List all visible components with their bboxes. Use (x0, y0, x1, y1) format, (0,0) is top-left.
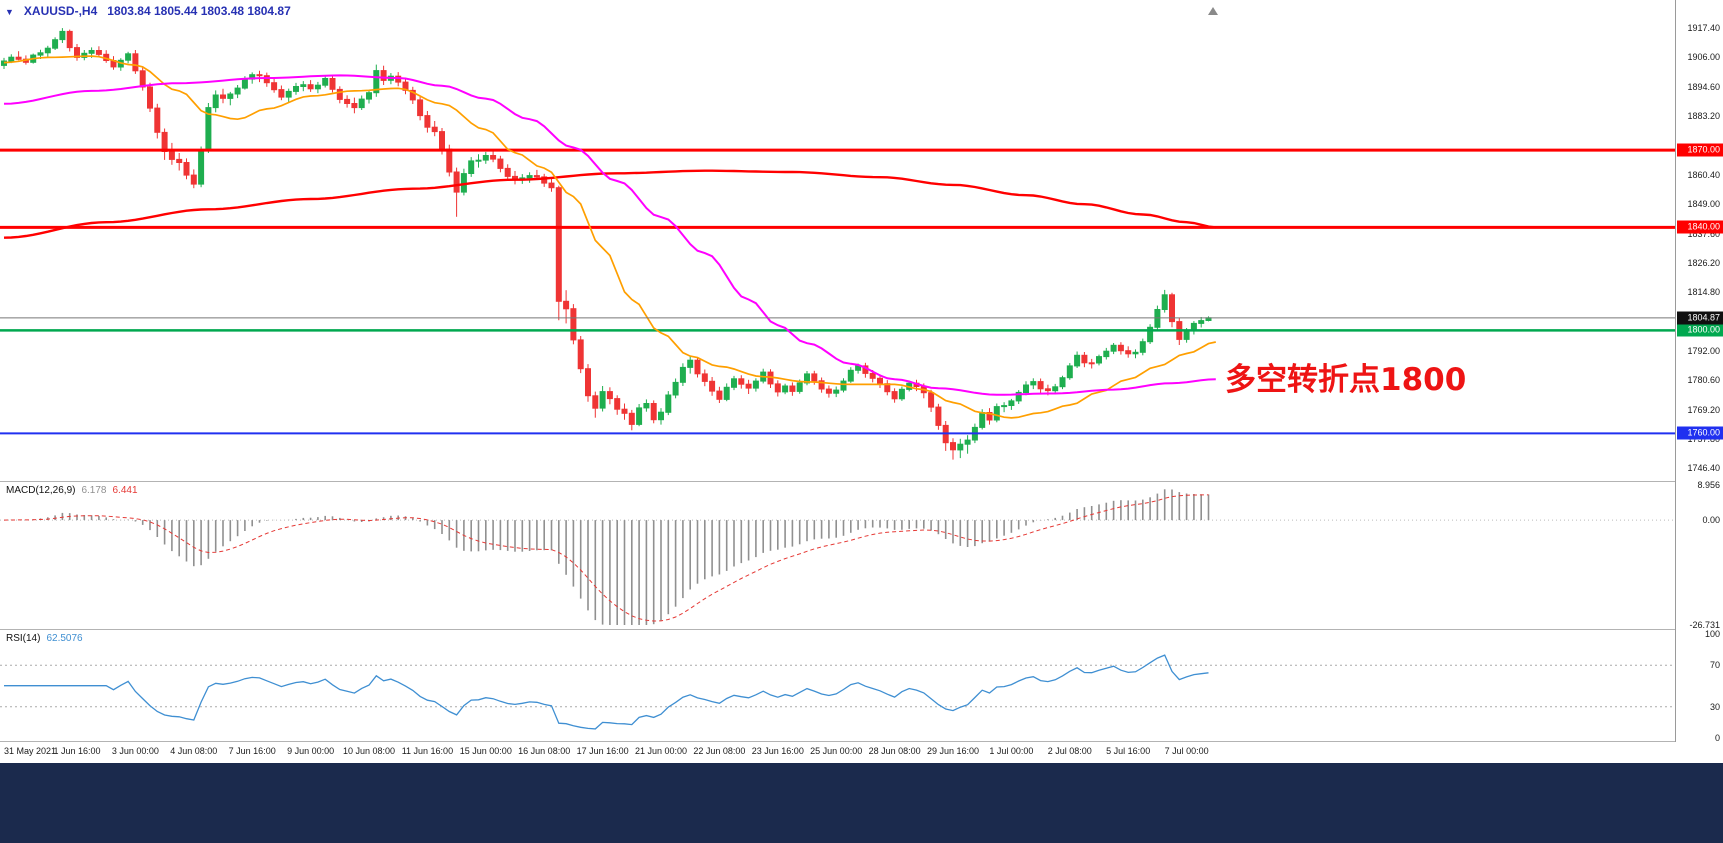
rsi-indicator-label: RSI(14) 62.5076 (6, 633, 89, 644)
ohlc-values: 1803.84 1805.44 1803.48 1804.87 (107, 4, 291, 18)
time-axis-label: 21 Jun 00:00 (634, 746, 688, 756)
rsi-canvas[interactable] (0, 630, 1675, 741)
axis-label: 1780.60 (1687, 375, 1720, 386)
time-axis-label: 28 Jun 08:00 (868, 746, 921, 756)
ma-slow-red (3, 169, 1216, 239)
axis-label: 1894.60 (1687, 81, 1720, 92)
time-axis[interactable]: 31 May 2021 1 Jun 16:00 3 Jun 00:00 4 Jun 0… (0, 742, 1675, 762)
macd-signal-value: 6.441 (112, 485, 138, 496)
price-badge: 1804.87 (1677, 311, 1723, 325)
time-axis-label: 10 Jun 08:00 (342, 746, 396, 756)
axis-label: -26.731 (1689, 620, 1720, 630)
rsi-value: 62.5076 (46, 633, 83, 644)
axis-label: 100 (1704, 629, 1720, 639)
axis-label: 1769.20 (1687, 404, 1720, 415)
symbol-dropdown-icon[interactable]: ▼ (5, 7, 14, 17)
macd-indicator-label: MACD(12,26,9) 6.178 6.441 (6, 485, 144, 496)
price-badge: 1760.00 (1677, 426, 1723, 440)
time-axis-label: 23 Jun 16:00 (751, 746, 804, 756)
rsi-name: RSI(14) (6, 633, 41, 644)
axis-label: 1917.40 (1687, 23, 1720, 34)
axis-label: 1860.40 (1687, 169, 1720, 180)
axis-label: 30 (1709, 701, 1720, 712)
main-chart-canvas[interactable] (0, 0, 1675, 481)
axis-label: 1906.00 (1687, 52, 1720, 63)
time-axis-label: 5 Jul 16:00 (1106, 746, 1151, 756)
time-axis-label: 1 Jun 16:00 (53, 746, 101, 756)
time-axis-label: 17 Jun 16:00 (576, 746, 629, 756)
symbol-period-label: XAUUSD-,H4 (23, 4, 98, 18)
macd-name: MACD(12,26,9) (6, 485, 76, 496)
axis-label: 1883.20 (1687, 111, 1720, 122)
price-axis[interactable]: 1917.40 1906.00 1894.60 1883.20 1860.40 1849.… (1675, 0, 1723, 743)
ma-medium-orange (3, 55, 1216, 419)
panel-separator (0, 629, 1723, 630)
price-badge: 1800.00 (1677, 323, 1723, 337)
panel-separator (0, 741, 1723, 742)
axis-label: 8.956 (1697, 480, 1720, 490)
time-axis-label: 1 Jul 00:00 (989, 746, 1034, 756)
chart-title: ▼ XAUUSD-,H4 1803.84 1805.44 1803.48 1804.… (5, 4, 291, 18)
time-axis-label: 7 Jul 00:00 (1164, 746, 1209, 756)
axis-label: 1792.00 (1687, 345, 1720, 356)
time-axis-label: 2 Jul 08:00 (1047, 746, 1092, 756)
ma-fast-magenta (3, 74, 1216, 396)
axis-label: 0 (1714, 733, 1720, 743)
time-axis-label: 7 Jun 16:00 (228, 746, 276, 756)
price-badge: 1840.00 (1677, 220, 1723, 234)
axis-label: 0.00 (1702, 515, 1720, 526)
time-axis-label: 9 Jun 00:00 (287, 746, 335, 756)
axis-label: 1849.00 (1687, 199, 1720, 210)
axis-label: 1814.80 (1687, 287, 1720, 298)
axis-label: 1826.20 (1687, 257, 1720, 268)
time-axis-label: 25 Jun 00:00 (810, 746, 863, 756)
macd-canvas[interactable] (0, 482, 1675, 629)
axis-label: 70 (1709, 660, 1720, 671)
chart-shift-marker[interactable] (1208, 7, 1218, 15)
time-axis-label: 22 Jun 08:00 (693, 746, 746, 756)
annotation-text: 多空转折点1800 (1225, 362, 1467, 398)
axis-label: 1746.40 (1687, 463, 1720, 474)
macd-main-value: 6.178 (81, 485, 107, 496)
time-axis-label: 16 Jun 08:00 (518, 746, 571, 756)
time-axis-label: 4 Jun 08:00 (170, 746, 218, 756)
time-axis-label: 29 Jun 16:00 (926, 746, 980, 756)
bottom-bar (0, 763, 1723, 843)
time-axis-label: 15 Jun 00:00 (459, 746, 512, 756)
time-axis-label: 11 Jun 16:00 (401, 746, 454, 756)
time-axis-label: 31 May 2021 (4, 746, 57, 756)
price-badge: 1870.00 (1677, 143, 1723, 157)
time-axis-label: 3 Jun 00:00 (111, 746, 159, 756)
panel-separator (0, 481, 1723, 482)
